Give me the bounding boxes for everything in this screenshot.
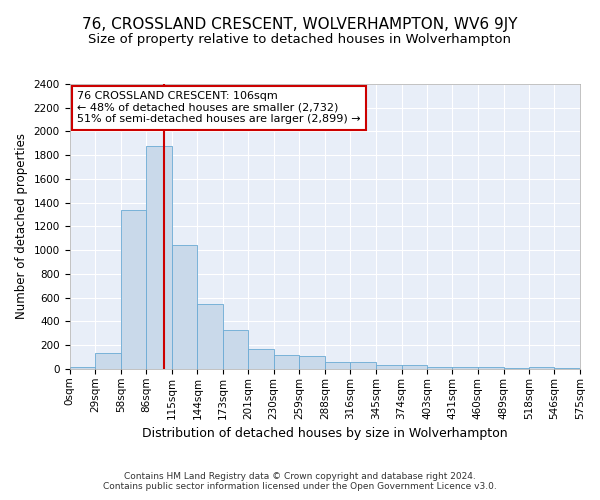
Bar	[478, 367, 503, 369]
Y-axis label: Number of detached properties: Number of detached properties	[15, 134, 28, 320]
Bar	[248, 350, 274, 369]
Bar	[274, 354, 299, 369]
Bar	[452, 367, 478, 369]
Bar	[223, 330, 248, 369]
Bar	[146, 146, 172, 369]
Bar	[427, 366, 452, 369]
Bar	[503, 368, 529, 369]
Bar	[325, 362, 350, 369]
Bar	[197, 304, 223, 369]
Bar	[121, 210, 146, 369]
Bar	[350, 362, 376, 369]
Text: Contains HM Land Registry data © Crown copyright and database right 2024.: Contains HM Land Registry data © Crown c…	[124, 472, 476, 481]
Text: Size of property relative to detached houses in Wolverhampton: Size of property relative to detached ho…	[89, 32, 511, 46]
Bar	[172, 245, 197, 369]
Bar	[401, 366, 427, 369]
Bar	[376, 364, 401, 369]
Bar	[95, 353, 121, 369]
Bar	[70, 366, 95, 369]
Text: Contains public sector information licensed under the Open Government Licence v3: Contains public sector information licen…	[103, 482, 497, 491]
Bar	[580, 366, 600, 369]
Bar	[299, 356, 325, 369]
Text: 76, CROSSLAND CRESCENT, WOLVERHAMPTON, WV6 9JY: 76, CROSSLAND CRESCENT, WOLVERHAMPTON, W…	[82, 18, 518, 32]
Bar	[529, 367, 554, 369]
X-axis label: Distribution of detached houses by size in Wolverhampton: Distribution of detached houses by size …	[142, 427, 508, 440]
Bar	[554, 368, 580, 369]
Text: 76 CROSSLAND CRESCENT: 106sqm
← 48% of detached houses are smaller (2,732)
51% o: 76 CROSSLAND CRESCENT: 106sqm ← 48% of d…	[77, 91, 361, 124]
